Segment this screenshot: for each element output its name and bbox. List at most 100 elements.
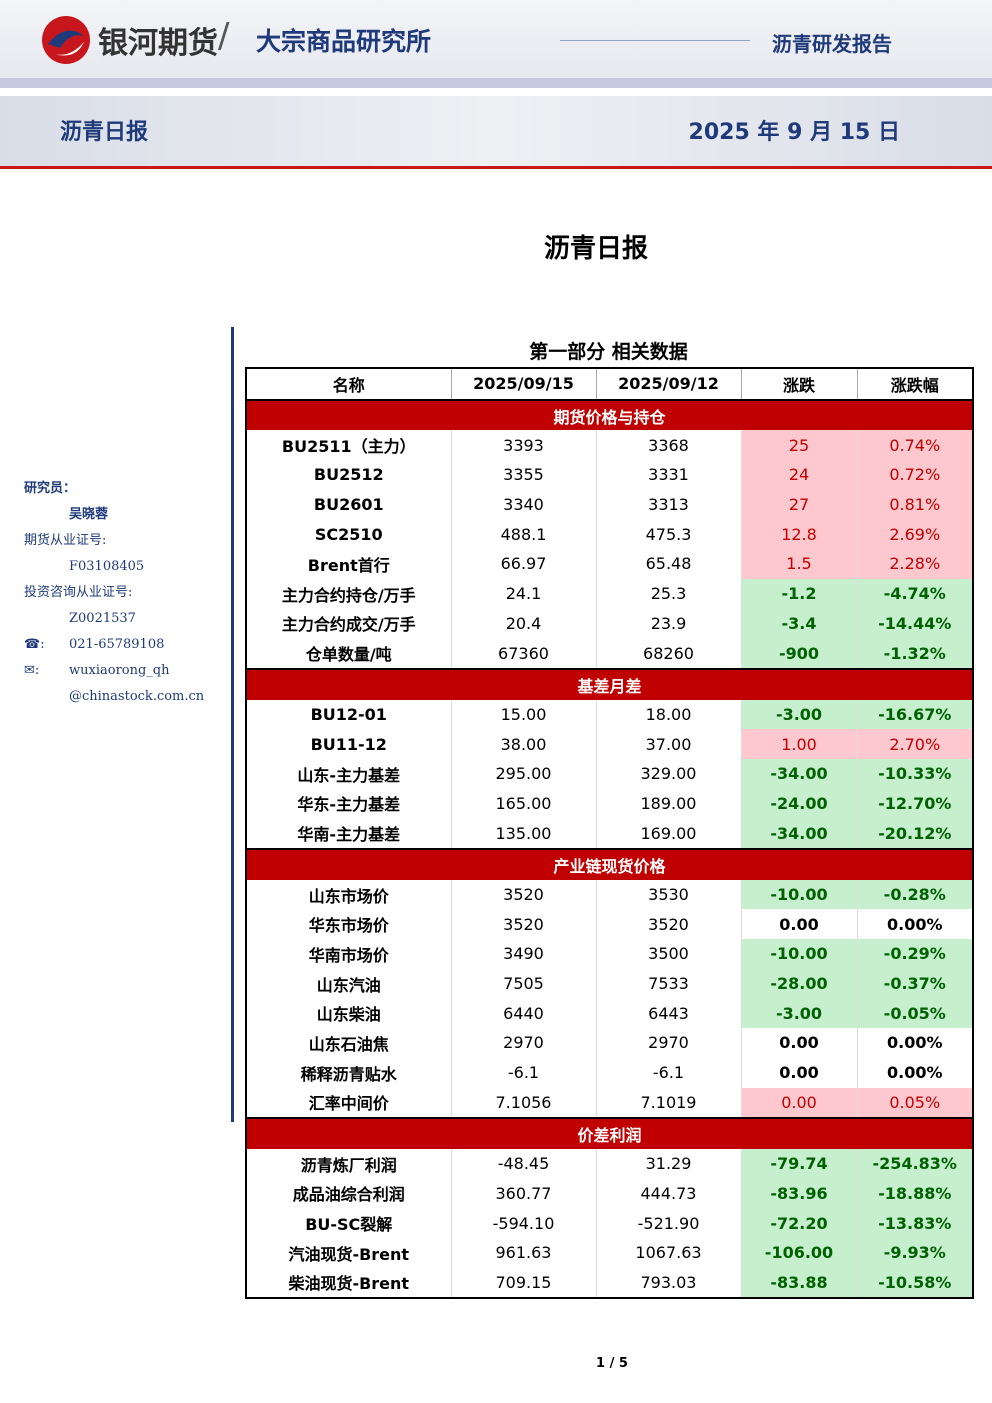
cell: 山东石油焦 (245, 1028, 451, 1058)
cell: 0.05% (856, 1087, 973, 1119)
cell: 汽油现货-Brent (245, 1237, 451, 1268)
label: 投资咨询从业证号: (24, 585, 133, 600)
report-type: 沥青研发报告 (772, 32, 892, 56)
cell: 3530 (595, 879, 741, 910)
cell: 329.00 (595, 758, 741, 789)
cell: 31.29 (595, 1148, 741, 1179)
rule (231, 327, 234, 1122)
cell: 成品油综合利润 (245, 1178, 451, 1209)
cell: BU2511（主力） (245, 430, 451, 461)
cell: 65.48 (595, 549, 741, 579)
cell: 3393 (450, 430, 596, 461)
value: Z0021537 (69, 611, 136, 626)
cell: 165.00 (450, 788, 596, 819)
header-cell: 涨跌 (740, 367, 858, 401)
cell: 华东-主力基差 (245, 788, 451, 819)
data-row: Brent首行 66.97 65.48 1.5 2.28% (245, 549, 973, 579)
cell: -6.1 (450, 1057, 596, 1088)
cell: 主力合约成交/万手 (245, 608, 451, 639)
cell: -0.28% (856, 879, 973, 910)
cell: 华南-主力基差 (245, 818, 451, 849)
value: @chinastock.com.cn (69, 689, 205, 704)
cell: -0.05% (856, 998, 973, 1029)
cell: 7505 (450, 968, 596, 999)
cell: SC2510 (245, 519, 451, 550)
cell: -48.45 (450, 1148, 596, 1179)
logo-text: 银河期货 (98, 26, 218, 61)
main-title: 沥青日报 (543, 234, 648, 264)
department: 大宗商品研究所 (256, 27, 432, 56)
section-row: 期货价格与持仓 (245, 398, 973, 431)
header-cell: 2025/09/12 (595, 367, 742, 401)
cell: 3340 (450, 489, 596, 520)
cell: -1.2 (740, 578, 857, 609)
contact: ☎: 021-65789108 (24, 632, 204, 658)
cell: 709.15 (450, 1267, 596, 1299)
data-row: 汇率中间价 7.1056 7.1019 0.00 0.05% (245, 1087, 973, 1119)
cell: 3355 (450, 460, 596, 490)
cell: -10.33% (856, 758, 973, 789)
section-title: 基差月差 (245, 667, 973, 700)
cell: 24 (740, 460, 857, 490)
cell: 华南市场价 (245, 939, 451, 969)
data-row: 仓单数量/吨 67360 68260 -900 -1.32% (245, 638, 973, 669)
cell: 20.4 (450, 608, 596, 639)
cell: 488.1 (450, 519, 596, 550)
cell: 3520 (595, 909, 741, 940)
icon: ☎: (24, 637, 45, 652)
cell: -0.29% (856, 939, 973, 969)
cell: -254.83% (856, 1148, 973, 1179)
value: F03108405 (69, 559, 145, 574)
cell: -10.00 (740, 939, 857, 969)
banner-title: 沥青日报 (60, 120, 149, 145)
cell: 961.63 (450, 1237, 596, 1268)
cell: 2970 (595, 1028, 741, 1058)
section-title: 期货价格与持仓 (245, 398, 973, 431)
header-cell: 2025/09/15 (450, 367, 597, 401)
header-row: 名称 2025/09/15 2025/09/12 涨跌 涨跌幅 (245, 367, 974, 401)
cell: 3490 (450, 939, 596, 969)
cell: 15.00 (450, 699, 596, 730)
data-table: 名称 2025/09/15 2025/09/12 涨跌 涨跌幅 期货价格与持仓 BU2511… (245, 367, 974, 1300)
cell: 23.9 (595, 608, 741, 639)
cell: 3520 (450, 879, 596, 910)
data-row: 柴油现货-Brent 709.15 793.03 -83.88 -10.58% (245, 1267, 973, 1299)
cell: 0.00 (740, 909, 857, 940)
cell: -594.10 (450, 1208, 596, 1238)
header-cell: 涨跌幅 (856, 367, 974, 401)
section-row: 基差月差 (245, 667, 973, 700)
table-title: 第一部分 相关数据 (529, 341, 688, 363)
cell: 3520 (450, 909, 596, 940)
cell: 7.1019 (595, 1087, 741, 1119)
cell: -13.83% (856, 1208, 973, 1238)
cell: -34.00 (740, 818, 857, 849)
cell: 稀释沥青贴水 (245, 1057, 451, 1088)
cell: BU2512 (245, 460, 451, 490)
cell: -24.00 (740, 788, 857, 819)
rule (560, 40, 750, 41)
data-row: 华东市场价 3520 3520 0.00 0.00% (245, 909, 973, 940)
cell: -79.74 (740, 1148, 857, 1179)
section-title: 产业链现货价格 (245, 848, 973, 880)
cell: -72.20 (740, 1208, 857, 1238)
cell: 1.00 (740, 729, 857, 759)
cell: 山东市场价 (245, 879, 451, 910)
cell: -28.00 (740, 968, 857, 999)
page-number: 1 / 5 (596, 1356, 628, 1371)
icon: ✉: (24, 663, 40, 678)
data-row: 华南市场价 3490 3500 -10.00 -0.29% (245, 939, 973, 969)
cell: 66.97 (450, 549, 596, 579)
cell: 68260 (595, 638, 741, 669)
cell: 444.73 (595, 1178, 741, 1209)
data-row: 山东市场价 3520 3530 -10.00 -0.28% (245, 879, 973, 910)
data-row: 主力合约持仓/万手 24.1 25.3 -1.2 -4.74% (245, 578, 973, 609)
cell: 18.00 (595, 699, 741, 730)
cell: 295.00 (450, 758, 596, 789)
cell: -10.58% (856, 1267, 973, 1299)
cell: -0.37% (856, 968, 973, 999)
data-row: BU11-12 38.00 37.00 1.00 2.70% (245, 729, 973, 759)
cell: 柴油现货-Brent (245, 1267, 451, 1299)
cell: 0.00 (740, 1087, 857, 1119)
header-band (0, 0, 992, 78)
cell: -83.88 (740, 1267, 857, 1299)
